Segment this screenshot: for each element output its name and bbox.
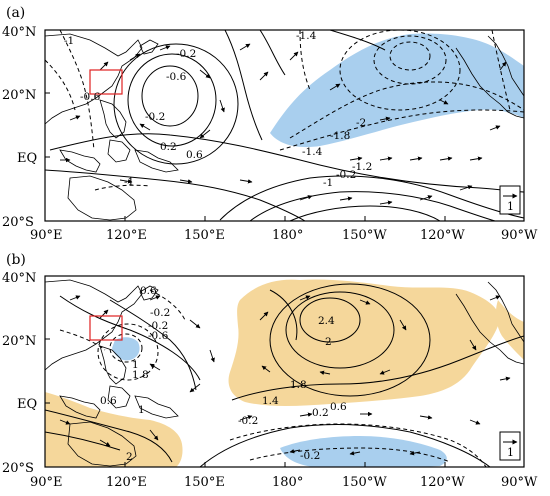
x-tick-label: 150°E	[184, 228, 225, 243]
panel-b-reference-vector: 1	[499, 431, 521, 461]
contour-label: -1	[323, 177, 333, 189]
x-tick-label: 90°E	[30, 228, 63, 243]
x-tick-label: 90°E	[30, 475, 63, 490]
panel-b-contours	[45, 283, 524, 467]
x-tick-label: 120°W	[420, 228, 465, 243]
contour-label: -0.2	[336, 169, 356, 181]
x-tick-label: 150°W	[342, 228, 387, 243]
contour-label: -0.6	[80, 91, 101, 103]
panel-a-coastlines	[45, 33, 524, 221]
panel-a-negative-shading	[270, 33, 524, 148]
contour-label: 1.4	[262, 395, 279, 407]
contour-label: 2	[126, 451, 133, 463]
panel-a-dashed-contours	[45, 30, 524, 191]
contour-label: -2	[356, 117, 366, 129]
contour-label: 0.2	[160, 141, 177, 153]
panel-b-ticks	[45, 338, 446, 467]
contour-label: -1.8	[330, 130, 350, 142]
panel-b-positive-shading-sw	[45, 392, 183, 467]
y-tick-label: 20°N	[2, 88, 36, 103]
x-tick-label: 180°	[272, 228, 303, 243]
y-tick-label: 20°N	[2, 334, 36, 349]
panel-b-wind-vectors	[59, 295, 511, 456]
panel-b-negative-shading-s	[280, 436, 447, 467]
panel-b: (b)	[2, 252, 538, 490]
contour-label: 0.6	[140, 285, 157, 297]
panel-a-ticks	[45, 92, 446, 221]
panel-b-positive-shading-e	[495, 300, 524, 360]
panel-b-coastlines	[45, 279, 524, 467]
panel-a-label: (a)	[6, 5, 25, 21]
panel-a-x-axis: 90°E 120°E 150°E 180° 150°W 120°W 90°W	[30, 228, 538, 243]
contour-label: -1.2	[352, 161, 372, 173]
contour-label: -0.6	[148, 330, 169, 342]
reference-vector-label: 1	[507, 200, 514, 213]
contour-label: 2.4	[318, 315, 335, 327]
panel-a-red-region-box	[89, 69, 123, 95]
contour-label: -1.4	[302, 146, 323, 158]
x-tick-label: 150°E	[184, 475, 225, 490]
panel-b-positive-shading	[228, 279, 500, 406]
y-tick-label: 40°N	[2, 25, 36, 40]
reference-vector-label: 1	[507, 446, 514, 459]
contour-label: 2	[325, 336, 332, 348]
panel-b-x-axis: 90°E 120°E 150°E 180° 150°W 120°W 90°W	[30, 475, 538, 490]
panel-a-reference-vector: 1	[499, 185, 521, 215]
panel-a-contour-labels: -1 -1.4 -0.2 -0.6 -0.6 -2 -1.8 0.2 0.6 -…	[64, 30, 372, 189]
x-tick-label: 120°W	[420, 475, 465, 490]
panel-b-contour-labels: 0.6 -0.2 -0.2 -0.6 1 1.8 2.4 2 1.8 1.4 0…	[100, 285, 347, 463]
contour-label: -0.2	[150, 307, 170, 319]
contour-label: -1	[124, 176, 134, 188]
y-tick-label: 20°S	[2, 215, 34, 230]
x-tick-label: 120°E	[106, 475, 147, 490]
contour-label: 1.8	[132, 369, 149, 381]
x-tick-label: 180°	[272, 475, 303, 490]
y-tick-label: 40°N	[2, 271, 36, 286]
x-tick-label: 120°E	[106, 228, 147, 243]
panel-b-label: (b)	[6, 252, 26, 268]
contour-label: -0.6	[166, 71, 187, 83]
y-tick-label: EQ	[17, 397, 37, 412]
panel-b-red-region-box	[89, 315, 123, 341]
x-tick-label: 90°W	[501, 475, 538, 490]
contour-label: 0.6	[330, 401, 347, 413]
panel-a-contours	[45, 30, 524, 221]
contour-label: -1.4	[296, 30, 317, 42]
contour-label: 0.2	[312, 407, 329, 419]
x-tick-label: 150°W	[342, 475, 387, 490]
panel-b-y-axis: 40°N 20°N EQ 20°S	[2, 271, 37, 476]
contour-label: 1	[132, 359, 139, 371]
y-tick-label: 20°S	[2, 461, 34, 476]
contour-label: 1.8	[290, 379, 307, 391]
contour-label: -0.2	[300, 450, 320, 462]
panel-b-dashed-contours	[59, 289, 487, 467]
contour-label: 0.6	[186, 149, 203, 161]
contour-label: -0.2	[148, 320, 168, 332]
contour-label: 0.6	[100, 395, 117, 407]
panel-a-y-axis: 40°N 20°N EQ 20°S	[2, 25, 37, 230]
panel-b-negative-shading	[112, 337, 140, 361]
contour-label: -0.2	[238, 415, 258, 427]
contour-label: -0.2	[176, 48, 196, 60]
contour-label: -0.2	[145, 111, 165, 123]
y-tick-label: EQ	[17, 151, 37, 166]
contour-label: -1	[64, 35, 74, 47]
x-tick-label: 90°W	[501, 228, 538, 243]
panel-a: (a)	[2, 5, 538, 243]
contour-label: 1	[138, 404, 145, 416]
panel-a-wind-vectors	[60, 43, 507, 205]
